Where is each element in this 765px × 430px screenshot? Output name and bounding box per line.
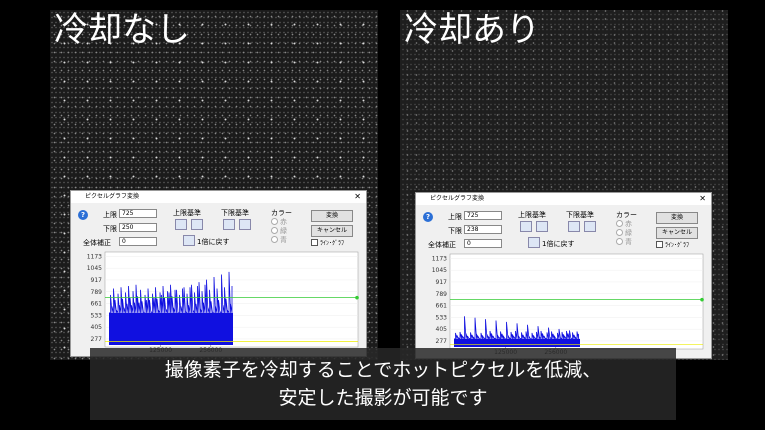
icon-button[interactable] (528, 237, 540, 248)
histogram-spikes (454, 316, 579, 341)
panel-label: 冷却なし (54, 10, 190, 50)
label: 緑 (625, 229, 632, 237)
icon-button[interactable] (175, 219, 187, 230)
title-bar: ピクセルグラフ変換 ✕ (71, 191, 366, 203)
button[interactable]: 変換 (311, 210, 353, 222)
icon-button[interactable] (568, 221, 580, 232)
label: 下限 (448, 227, 462, 235)
help-icon[interactable]: ? (78, 210, 88, 220)
checkbox[interactable] (656, 241, 663, 248)
icon-button[interactable] (183, 235, 195, 246)
label: 下限基準 (566, 211, 594, 219)
label: 赤 (625, 220, 632, 228)
checkbox[interactable] (311, 239, 318, 246)
y-tick-label: 917 (91, 277, 103, 284)
y-tick-label: 1173 (87, 253, 102, 260)
y-tick-label: 405 (91, 324, 103, 331)
button[interactable]: キャンセル (311, 225, 353, 237)
radio[interactable] (271, 227, 278, 234)
label: 上限 (448, 213, 462, 221)
label: 全体補正 (428, 241, 456, 249)
icon-button[interactable] (520, 221, 532, 232)
label: 緑 (280, 227, 287, 235)
label: カラー (616, 211, 637, 219)
button[interactable]: 変換 (656, 212, 698, 224)
icon-button[interactable] (223, 219, 235, 230)
subtitle: 撮像素子を冷却することでホットピクセルを低減、 安定した撮影が可能です (90, 348, 676, 420)
label: 赤 (280, 218, 287, 226)
icon-button[interactable] (584, 221, 596, 232)
label: 1倍に戻す (197, 238, 230, 246)
image-panel: 冷却なしピクセルグラフ変換 ✕? 上限 725 下限 250 全体補正 0 上限基準 下限基準 1倍… (50, 10, 378, 360)
input[interactable]: 0 (119, 237, 157, 246)
y-tick-label: 661 (91, 301, 103, 308)
upper-limit-handle (355, 295, 359, 300)
dialog: ピクセルグラフ変換 ✕? 上限 725 下限 238 全体補正 0 上限基準 下限基準 1倍に戻す カ… (415, 192, 712, 359)
radio[interactable] (616, 220, 623, 227)
plot-area (449, 253, 704, 350)
radio[interactable] (271, 218, 278, 225)
histogram-mass (454, 338, 580, 347)
label: 青 (625, 238, 632, 246)
y-tick-label: 1045 (87, 265, 102, 272)
y-tick-label: 405 (436, 326, 448, 333)
title-bar: ピクセルグラフ変換 ✕ (416, 193, 711, 205)
icon-button[interactable] (239, 219, 251, 230)
label: 青 (280, 236, 287, 244)
help-icon[interactable]: ? (423, 212, 433, 222)
label: ﾗｲﾝ･ｸﾞﾗﾌ (665, 242, 690, 249)
label: カラー (271, 209, 292, 217)
icon-button[interactable] (536, 221, 548, 232)
label: 上限 (103, 211, 117, 219)
input[interactable]: 250 (119, 223, 157, 232)
histogram: 27740553366178991710451173125000256000 (87, 251, 359, 352)
radio[interactable] (271, 236, 278, 243)
image-panel: 冷却ありピクセルグラフ変換 ✕? 上限 725 下限 238 全体補正 0 上限基準 下限基準 1倍… (400, 10, 728, 360)
input[interactable]: 725 (464, 211, 502, 220)
upper-limit-handle (700, 297, 704, 302)
subtitle-line: 安定した撮影が可能です (278, 387, 488, 409)
label: 上限基準 (173, 209, 201, 217)
histogram-mass (109, 312, 233, 345)
label: 1倍に戻す (542, 240, 575, 248)
y-tick-label: 1173 (432, 255, 447, 262)
y-tick-label: 533 (436, 314, 448, 321)
input[interactable]: 725 (119, 209, 157, 218)
label: 全体補正 (83, 239, 111, 247)
y-tick-label: 917 (436, 279, 448, 286)
label: 上限基準 (518, 211, 546, 219)
label: 下限 (103, 225, 117, 233)
radio[interactable] (616, 229, 623, 236)
y-tick-label: 277 (91, 336, 103, 343)
radio[interactable] (616, 238, 623, 245)
y-tick-label: 1045 (432, 267, 447, 274)
input[interactable]: 0 (464, 239, 502, 248)
histogram: 27740553366178991710451173125000256000 (432, 253, 704, 354)
close-button[interactable]: ✕ (699, 194, 706, 203)
button[interactable]: キャンセル (656, 227, 698, 239)
label: ﾗｲﾝ･ｸﾞﾗﾌ (320, 240, 345, 247)
y-tick-label: 533 (91, 312, 103, 319)
y-tick-label: 789 (436, 291, 448, 298)
y-tick-label: 661 (436, 303, 448, 310)
y-tick-label: 277 (436, 338, 448, 345)
icon-button[interactable] (191, 219, 203, 230)
panel-label: 冷却あり (404, 10, 540, 50)
close-button[interactable]: ✕ (354, 192, 361, 201)
y-tick-label: 789 (91, 289, 103, 296)
input[interactable]: 238 (464, 225, 502, 234)
label: 下限基準 (221, 209, 249, 217)
dialog: ピクセルグラフ変換 ✕? 上限 725 下限 250 全体補正 0 上限基準 下限基準 1倍に戻す カ… (70, 190, 367, 357)
subtitle-line: 撮像素子を冷却することでホットピクセルを低減、 (164, 359, 602, 381)
histogram-spikes (109, 271, 233, 315)
